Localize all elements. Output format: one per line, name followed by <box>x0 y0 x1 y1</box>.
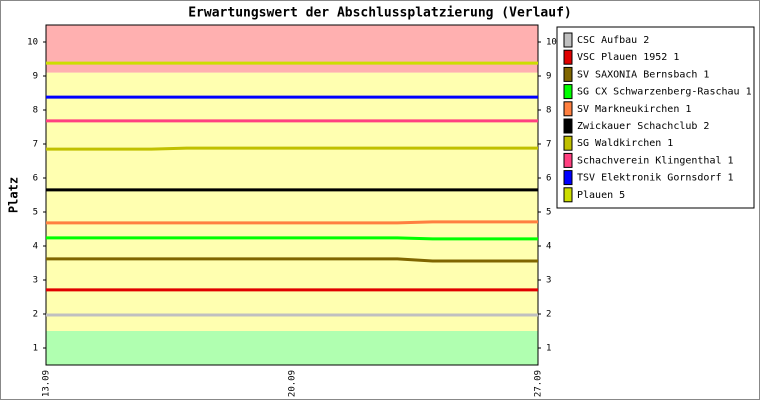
legend-label: TSV Elektronik Gornsdorf 1 <box>577 173 734 184</box>
series-line <box>46 220 538 225</box>
y-tick-label: 3 <box>33 276 38 286</box>
y-tick-label: 6 <box>33 174 38 184</box>
series-line <box>46 257 538 263</box>
y-tick-label: 10 <box>27 38 38 48</box>
band <box>46 25 538 73</box>
y-tick-label: 3 <box>546 276 551 286</box>
y-tick-label: 8 <box>546 106 551 116</box>
y-tick-label: 7 <box>546 140 551 150</box>
y-tick-label: 7 <box>33 140 38 150</box>
y-tick-label: 10 <box>546 38 557 48</box>
legend-label: CSC Aufbau 2 <box>577 35 649 46</box>
legend-swatch <box>563 187 573 203</box>
chart-title: Erwartungswert der Abschlussplatzierung … <box>188 6 572 21</box>
legend-label: Zwickauer Schachclub 2 <box>577 121 709 132</box>
y-tick-label: 8 <box>33 106 38 116</box>
legend-swatch <box>563 32 573 48</box>
legend-swatch <box>563 152 573 168</box>
band <box>46 72 538 331</box>
legend-swatch <box>563 135 573 151</box>
legend-swatch <box>563 101 573 117</box>
legend-label: SV Markneukirchen 1 <box>577 104 691 115</box>
legend-swatch <box>563 84 573 100</box>
band <box>46 331 538 365</box>
legend-swatch <box>563 66 573 82</box>
y-axis-label: Platz <box>7 177 21 213</box>
x-tick-label: 27.09 <box>534 370 544 397</box>
legend-label: SG Waldkirchen 1 <box>577 138 673 149</box>
legend-swatch <box>563 49 573 65</box>
y-tick-label: 1 <box>546 344 551 354</box>
y-tick-label: 5 <box>33 208 38 218</box>
legend-box <box>556 26 755 209</box>
y-tick-label: 9 <box>33 72 38 82</box>
legend-label: SG CX Schwarzenberg-Raschau 1 <box>577 87 752 98</box>
legend-swatch <box>563 170 573 186</box>
legend-label: SV SAXONIA Bernsbach 1 <box>577 69 709 80</box>
legend-label: Plauen 5 <box>577 190 625 201</box>
x-tick-label: 20.09 <box>288 370 298 397</box>
y-tick-label: 9 <box>546 72 551 82</box>
y-tick-label: 4 <box>546 242 551 252</box>
plot-frame <box>45 24 539 366</box>
legend-swatch <box>563 118 573 134</box>
y-tick-label: 2 <box>546 310 551 320</box>
y-tick-label: 4 <box>33 242 38 252</box>
x-tick-label: 13.09 <box>42 370 52 397</box>
y-tick-label: 6 <box>546 174 551 184</box>
y-tick-label: 2 <box>33 310 38 320</box>
y-tick-label: 5 <box>546 208 551 218</box>
series-line <box>46 146 538 151</box>
series-line <box>46 236 538 241</box>
legend-label: Schachverein Klingenthal 1 <box>577 155 734 166</box>
y-tick-label: 1 <box>33 344 38 354</box>
legend-label: VSC Plauen 1952 1 <box>577 52 679 63</box>
